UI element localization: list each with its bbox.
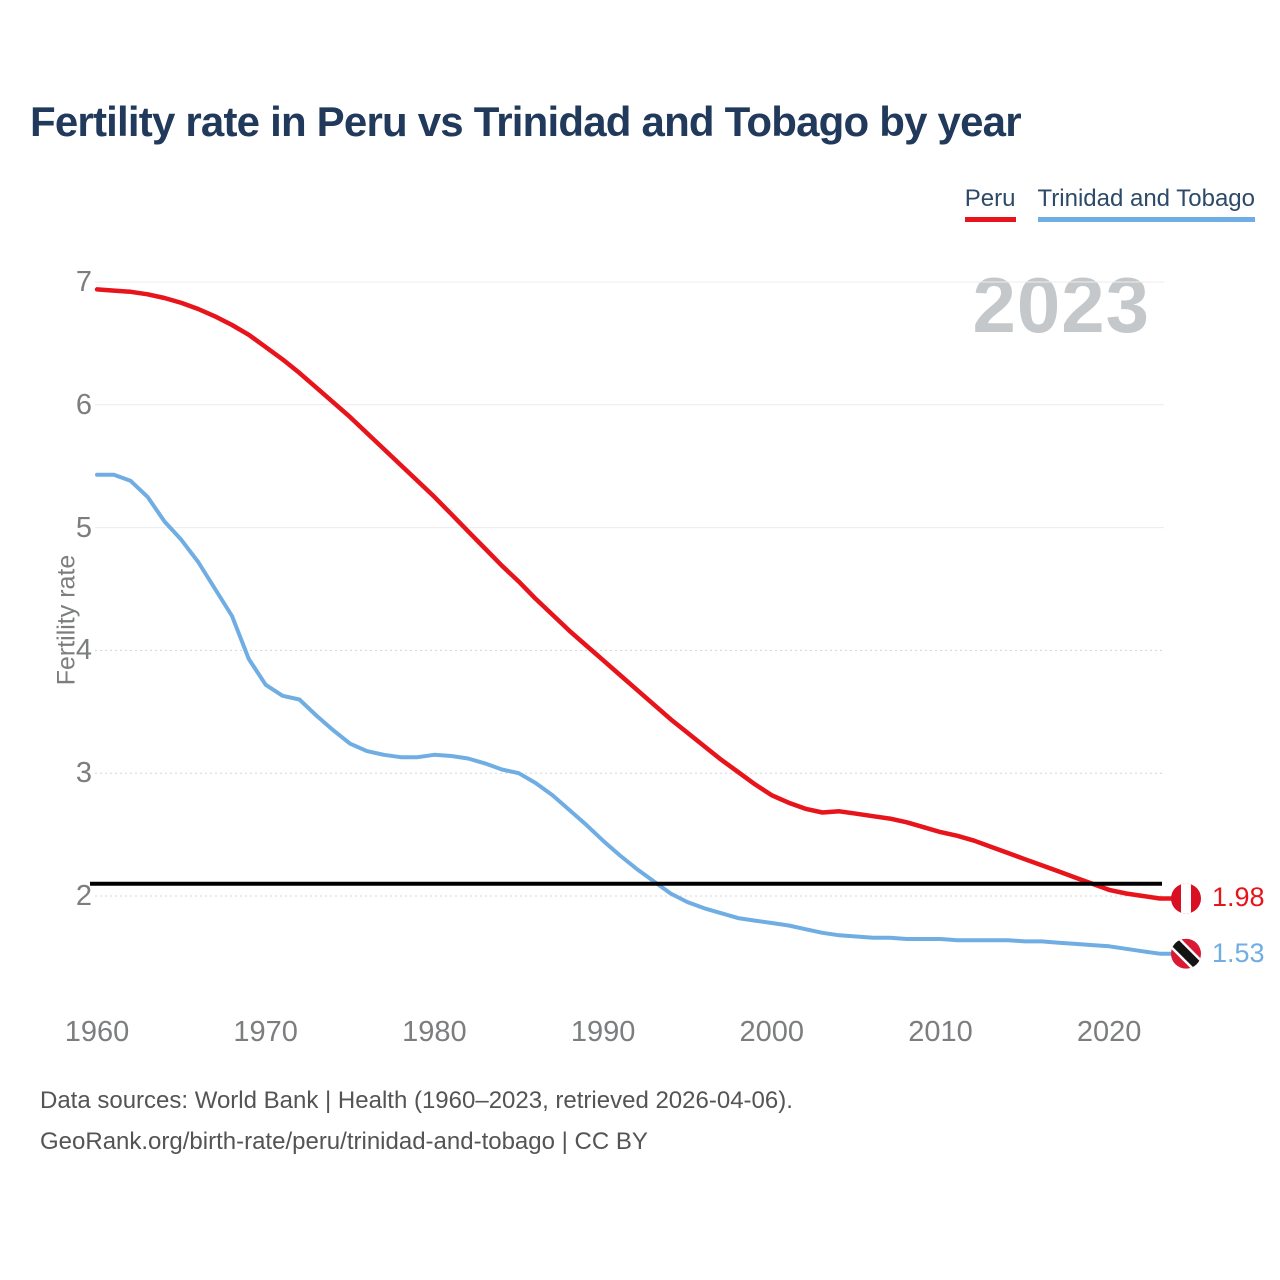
x-tick-label-2010: 2010 bbox=[908, 1016, 973, 1048]
x-tick-label-2020: 2020 bbox=[1076, 1016, 1142, 1048]
y-tick-label-4: 4 bbox=[75, 634, 92, 667]
x-tick-label-1980: 1980 bbox=[402, 1016, 467, 1048]
page-title: Fertility rate in Peru vs Trinidad and T… bbox=[30, 98, 1022, 145]
trinidad-and-tobago-flag-icon bbox=[1171, 938, 1201, 969]
y-tick-label-2: 2 bbox=[75, 880, 92, 912]
peru-legend-underline bbox=[964, 217, 1016, 223]
footer-source-line: Data sources: World Bank | Health (1960–… bbox=[40, 1087, 793, 1114]
legend-item-peru[interactable]: Peru bbox=[964, 185, 1016, 223]
peru-line bbox=[94, 287, 1177, 901]
x-tick-label-2000: 2000 bbox=[739, 1016, 805, 1048]
legend: Peru Trinidad and Tobago bbox=[964, 185, 1256, 223]
peru-end-value: 1.98 bbox=[1212, 882, 1265, 913]
y-tick-label-7: 7 bbox=[75, 266, 92, 298]
peru-flag-icon bbox=[1171, 883, 1201, 914]
legend-label-peru: Peru bbox=[964, 185, 1016, 212]
x-tick-label-1990: 1990 bbox=[570, 1016, 636, 1048]
watermark-year: 2023 bbox=[972, 261, 1150, 349]
footer-url-line: GeoRank.org/birth-rate/peru/trinidad-and… bbox=[40, 1128, 648, 1155]
x-tick-label-1970: 1970 bbox=[233, 1016, 298, 1048]
legend-label-trinidad-and-tobago: Trinidad and Tobago bbox=[1037, 185, 1256, 212]
x-tick-label-1960: 1960 bbox=[64, 1016, 130, 1048]
y-tick-label-3: 3 bbox=[75, 757, 92, 790]
legend-item-trinidad-and-tobago[interactable]: Trinidad and Tobago bbox=[1037, 185, 1256, 223]
trinidad-and-tobago-legend-underline bbox=[1037, 217, 1255, 223]
footer: Data sources: World Bank | Health (1960–… bbox=[40, 1080, 793, 1162]
y-tick-label-6: 6 bbox=[75, 388, 92, 421]
y-tick-label-5: 5 bbox=[75, 511, 92, 544]
trinidad-and-tobago-line bbox=[95, 472, 1176, 956]
trinidad-and-tobago-end-value: 1.53 bbox=[1212, 937, 1265, 968]
